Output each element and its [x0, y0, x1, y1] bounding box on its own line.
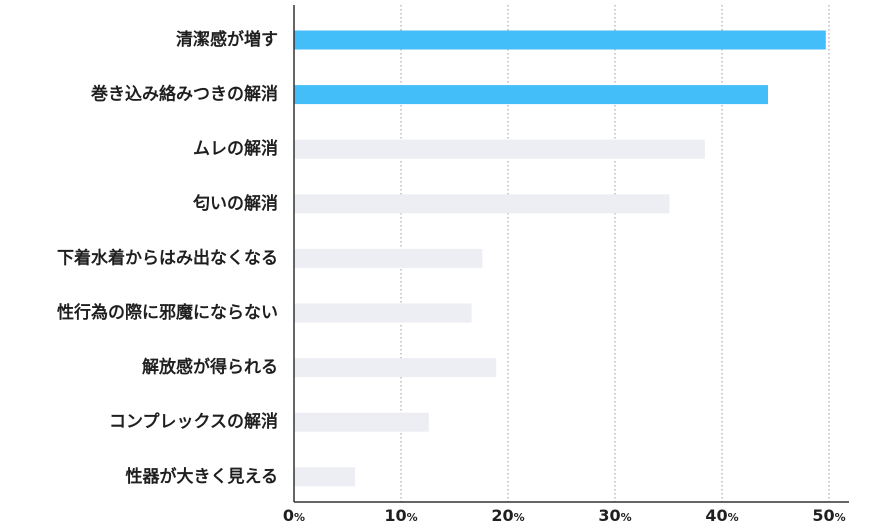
x-tick-label-50: 50% — [812, 506, 845, 525]
x-tick-label-30: 30% — [598, 506, 631, 525]
bar-9 — [294, 467, 355, 487]
bar-4 — [294, 194, 670, 214]
bar-2 — [294, 85, 769, 105]
bar-8 — [294, 412, 429, 432]
x-tick-label-20: 20% — [491, 506, 524, 525]
category-label-5: 下着水着からはみ出なくなる — [57, 247, 278, 268]
category-label-9: 性器が大きく見える — [126, 466, 279, 487]
x-tick-label-10: 10% — [384, 506, 417, 525]
bar-6 — [294, 303, 472, 323]
bar-5 — [294, 248, 483, 268]
category-label-1: 清潔感が増す — [176, 29, 278, 50]
category-label-2: 巻き込み絡みつきの解消 — [90, 84, 278, 105]
x-tick-label-0: 0% — [283, 506, 305, 525]
bar-7 — [294, 358, 497, 378]
category-label-6: 性行為の際に邪魔にならない — [57, 302, 278, 323]
x-tick-label-40: 40% — [705, 506, 738, 525]
bar-3 — [294, 139, 705, 159]
category-label-7: 解放感が得られる — [142, 357, 278, 378]
category-label-8: コンプレックスの解消 — [109, 411, 278, 432]
category-label-4: 匂いの解消 — [192, 193, 278, 214]
category-label-3: ムレの解消 — [193, 138, 278, 159]
bar-1 — [294, 30, 826, 50]
